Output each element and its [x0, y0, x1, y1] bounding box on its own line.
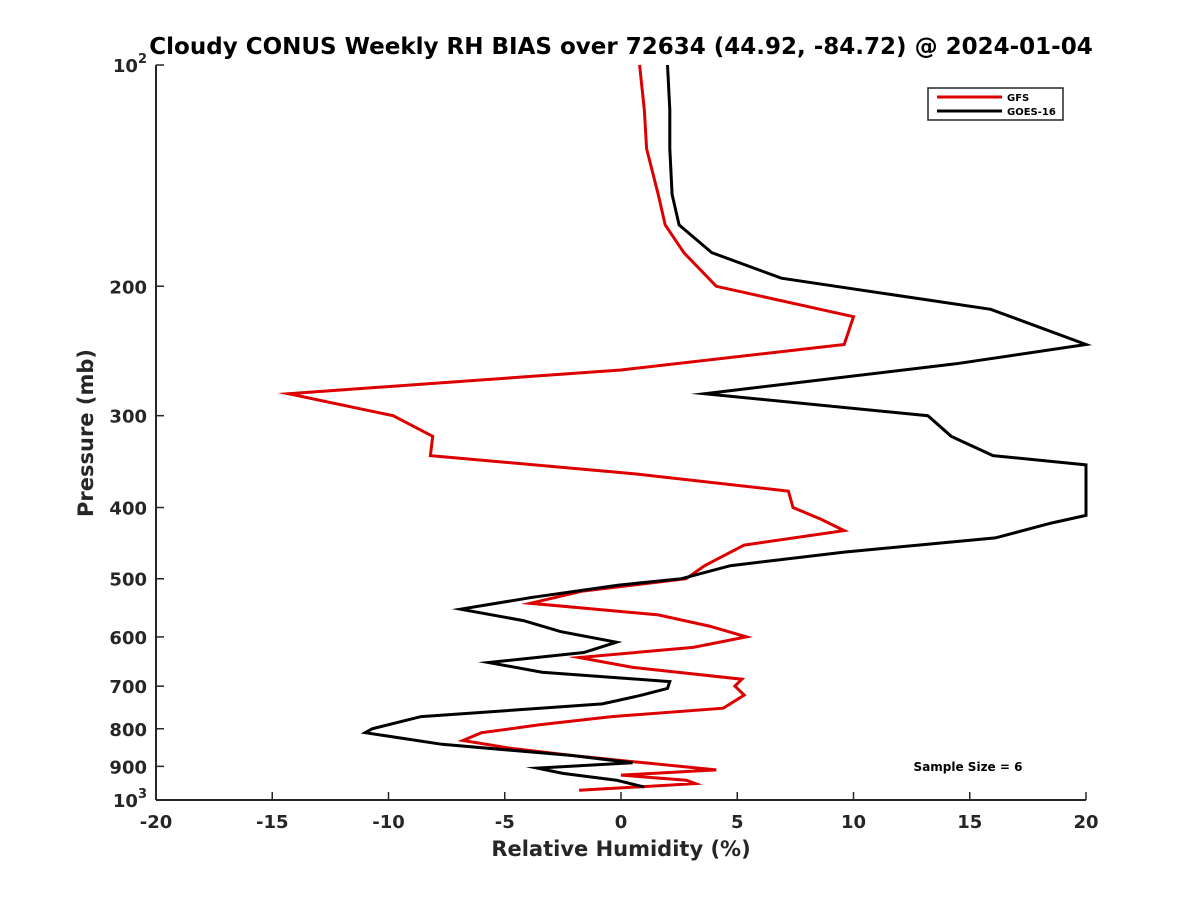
x-tick-label: 5 — [731, 812, 744, 833]
y-tick-label: 103 — [113, 787, 147, 812]
y-tick-label: 400 — [109, 499, 147, 520]
y-tick-label: 300 — [109, 407, 147, 428]
y-tick-label-exponent: 3 — [138, 787, 147, 802]
legend: GFS GOES-16 — [927, 87, 1064, 121]
y-tick-label-base: 700 — [109, 677, 147, 698]
y-tick-label-base: 900 — [109, 757, 147, 778]
y-tick-label: 800 — [109, 720, 147, 741]
y-tick-label: 700 — [109, 677, 147, 698]
series-layer — [277, 64, 1093, 792]
y-tick-label: 102 — [113, 52, 147, 77]
y-tick-label-base: 400 — [109, 499, 147, 520]
x-tick-label: -15 — [256, 812, 289, 833]
y-tick-label-base: 300 — [109, 407, 147, 428]
y-tick-label-base: 200 — [109, 277, 147, 298]
y-axis-label: Pressure (mb) — [74, 349, 98, 517]
y-tick-label: 500 — [109, 570, 147, 591]
chart-title: Cloudy CONUS Weekly RH BIAS over 72634 (… — [149, 34, 1092, 60]
y-tick-label-base: 10 — [113, 56, 138, 77]
x-tick-label: -10 — [372, 812, 405, 833]
legend-box — [927, 87, 1064, 121]
x-tick-label: 0 — [615, 812, 628, 833]
sample-size-annotation: Sample Size = 6 — [914, 760, 1023, 774]
y-tick-label: 900 — [109, 757, 147, 778]
x-tick-label: -5 — [495, 812, 515, 833]
y-tick-label: 600 — [109, 628, 147, 649]
y-tick-label-exponent: 2 — [138, 52, 147, 67]
series-line-gfs — [277, 64, 856, 792]
y-tick-label-base: 500 — [109, 570, 147, 591]
series-line-goes-16 — [360, 64, 1093, 789]
legend-label: GOES-16 — [1007, 107, 1056, 118]
x-tick-label: 20 — [1073, 812, 1098, 833]
x-axis-label: Relative Humidity (%) — [491, 837, 750, 861]
y-tick-label: 200 — [109, 277, 147, 298]
x-ticks: -20 -15 -10 -5 0 5 10 15 20 — [140, 792, 1099, 833]
y-tick-label-base: 600 — [109, 628, 147, 649]
legend-label: GFS — [1007, 93, 1029, 104]
x-tick-label: 10 — [841, 812, 866, 833]
y-tick-label-base: 800 — [109, 720, 147, 741]
x-tick-label: 15 — [957, 812, 982, 833]
x-tick-label: -20 — [140, 812, 173, 833]
y-tick-label-base: 10 — [113, 791, 138, 812]
